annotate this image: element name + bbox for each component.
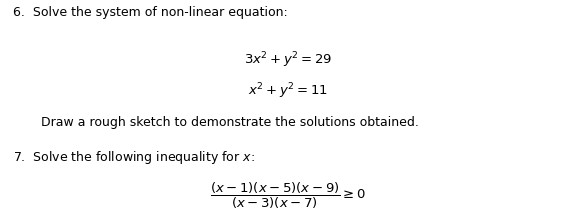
- Text: 6.  Solve the system of non-linear equation:: 6. Solve the system of non-linear equati…: [13, 6, 287, 19]
- Text: 7.  Solve the following inequality for $x$:: 7. Solve the following inequality for $x…: [13, 149, 255, 166]
- Text: $x^2 + y^2 = 11$: $x^2 + y^2 = 11$: [248, 82, 328, 101]
- Text: $\dfrac{(x-1)(x-5)(x-9)}{(x-3)(x-7)} \geq 0$: $\dfrac{(x-1)(x-5)(x-9)}{(x-3)(x-7)} \ge…: [210, 181, 366, 211]
- Text: $3x^2 + y^2 = 29$: $3x^2 + y^2 = 29$: [244, 51, 332, 70]
- Text: Draw a rough sketch to demonstrate the solutions obtained.: Draw a rough sketch to demonstrate the s…: [41, 116, 419, 128]
